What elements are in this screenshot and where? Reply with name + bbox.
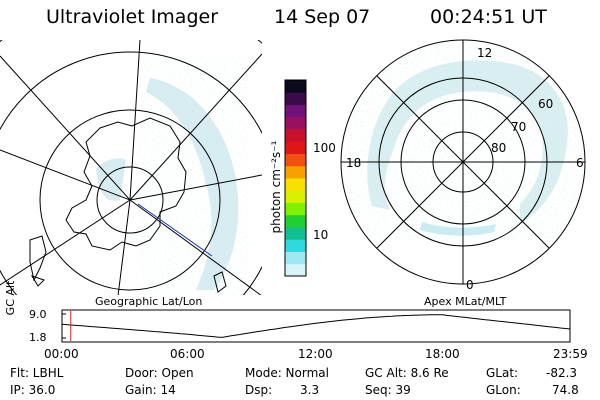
dsp-value: 3.3: [300, 383, 320, 397]
colorbar-segment: [285, 116, 306, 130]
gc-altitude-curve: [61, 314, 571, 338]
colorbar-segment: [285, 165, 306, 179]
timeline-ylabel: GC Alt: [4, 280, 17, 316]
filter-readout: Flt: LBHL: [10, 366, 64, 380]
gc-alt-readout: GC Alt: 8.6 Re: [365, 366, 449, 380]
colorbar-segment: [285, 104, 306, 118]
colorbar-segment: [285, 202, 306, 216]
magnetic-map: [340, 39, 586, 285]
colorbar-segment: [285, 227, 306, 240]
timeline-ytick-min: 1.8: [29, 331, 47, 344]
colorbar-tick-10: 10: [313, 228, 329, 242]
colorbar-segment: [285, 178, 306, 191]
colorbar-segment: [285, 214, 306, 228]
colorbar-segment: [285, 92, 306, 105]
colorbar: [284, 79, 307, 277]
right-map-caption: Apex MLat/MLT: [424, 295, 507, 308]
glon-value: 74.8: [552, 383, 579, 397]
dsp-label: Dsp:: [245, 383, 273, 397]
timeline-xtick-3: 18:00: [425, 347, 460, 361]
gain-readout: Gain: 14: [125, 383, 176, 397]
antarctica-coastline: [65, 117, 187, 251]
colorbar-segment: [285, 190, 306, 203]
timeline-frame: [61, 309, 571, 343]
observation-time: 00:24:51 UT: [430, 6, 547, 28]
colorbar-segment: [285, 263, 306, 277]
colorbar-frame: [284, 79, 307, 277]
glat-value: -82.3: [546, 366, 578, 380]
mlt-label-12: 12: [477, 46, 493, 60]
geographic-map: [0, 40, 262, 295]
observation-date: 14 Sep 07: [274, 6, 371, 28]
door-readout: Door: Open: [125, 366, 194, 380]
glon-label: GLon:: [486, 383, 521, 397]
mlt-label-0: 0: [466, 278, 474, 292]
mlat-label-60: 60: [538, 97, 554, 111]
timeline-xtick-4: 23:59: [553, 347, 588, 361]
orbit-timeline: [61, 309, 571, 343]
colorbar-tick-100: 100: [313, 141, 336, 155]
mode-readout: Mode: Normal: [245, 366, 329, 380]
timeline-xtick-0: 00:00: [44, 347, 79, 361]
mlat-label-70: 70: [511, 120, 527, 134]
mlt-label-18: 18: [346, 156, 362, 170]
glat-label: GLat:: [486, 366, 519, 380]
seq-readout: Seq: 39: [365, 383, 411, 397]
colorbar-unit-label: photon cm⁻²s⁻¹: [269, 140, 283, 234]
ip-readout: IP: 36.0: [10, 383, 56, 397]
colorbar-segment: [285, 251, 306, 265]
colorbar-segment: [285, 153, 306, 167]
colorbar-segment: [285, 141, 306, 154]
instrument-title: Ultraviolet Imager: [46, 6, 219, 28]
mlat-label-80: 80: [491, 141, 507, 155]
timeline-ytick-max: 9.0: [29, 308, 47, 321]
mlt-label-6: 6: [576, 156, 584, 170]
timeline-xtick-1: 06:00: [170, 347, 205, 361]
left-map-caption: Geographic Lat/Lon: [95, 295, 203, 308]
timeline-xtick-2: 12:00: [298, 347, 333, 361]
colorbar-segment: [285, 239, 306, 252]
colorbar-segment: [285, 129, 306, 142]
colorbar-segment: [285, 80, 306, 93]
